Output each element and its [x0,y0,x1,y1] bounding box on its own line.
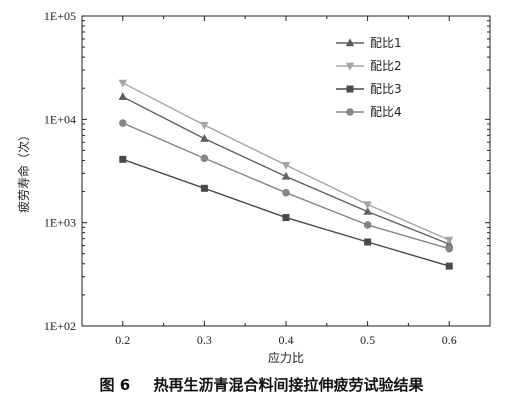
data-point [118,92,127,101]
figure-title: 热再生沥青混合料间接拉伸疲劳试验结果 [153,376,424,394]
legend: 配比1 配比2 配比3 配比4 [336,36,402,119]
data-point [363,221,372,229]
x-tick-label: 0.2 [115,333,130,347]
y-tick-label: 1E+03 [44,216,76,230]
data-point [282,214,290,222]
y-axis-label: 疲劳寿命（次） [16,129,31,213]
series-4 [119,119,454,253]
y-tick-label: 1E+05 [44,9,76,23]
x-tick-label: 0.4 [279,333,294,347]
data-point [282,188,290,197]
legend-label: 配比4 [370,105,402,119]
x-tick-label: 0.5 [360,333,375,347]
series-3 [119,155,453,270]
x-axis-ticks: 0.2 0.3 0.4 0.5 0.6 [81,16,491,347]
data-point [363,201,372,210]
legend-item-1: 配比1 [336,36,402,50]
data-point [200,184,208,192]
legend-item-4: 配比4 [336,105,402,119]
series-2 [118,79,454,245]
legend-label: 配比2 [370,59,402,73]
data-point [118,79,127,88]
data-point [200,121,209,130]
data-point [445,262,453,270]
x-axis-label: 应力比 [268,350,304,365]
series-line [122,122,450,250]
data-point [200,133,209,142]
y-axis-ticks: 1E+02 1E+03 1E+04 1E+05 [44,9,490,333]
y-tick-label: 1E+02 [44,319,76,333]
x-tick-label: 0.6 [442,333,457,347]
legend-marker [345,62,355,71]
legend-item-3: 配比3 [336,82,402,96]
legend-marker [346,85,354,93]
data-point [364,238,372,246]
series-group [118,79,454,270]
fatigue-life-chart: 1E+02 1E+03 1E+04 1E+05 0.2 0.3 0.4 0.5 0.6 配比1… [16,9,491,365]
legend-marker [345,38,355,47]
x-tick-label: 0.3 [197,333,212,347]
plot-frame [81,15,491,327]
legend-item-2: 配比2 [336,59,402,73]
data-point [119,119,127,127]
data-point [119,155,127,163]
data-point [445,236,454,245]
data-point [363,206,372,215]
plot-border [81,15,491,327]
data-point [445,244,454,253]
figure-number: 图 6 [99,376,131,394]
legend-marker [346,108,354,116]
y-tick-label: 1E+04 [44,112,76,126]
figure-caption: 图 6 热再生沥青混合料间接拉伸疲劳试验结果 [0,374,523,395]
legend-label: 配比1 [370,36,402,50]
data-point [281,161,291,170]
data-point [281,171,291,180]
legend-label: 配比3 [370,82,402,96]
data-point [200,154,209,163]
